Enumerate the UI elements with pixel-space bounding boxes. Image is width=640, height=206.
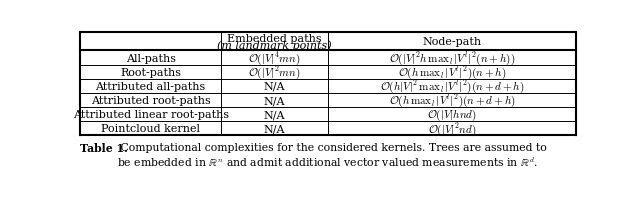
Text: N/A: N/A — [264, 81, 285, 91]
Text: Table 1.: Table 1. — [80, 142, 128, 153]
Text: $\mathcal{O}(|V|^4mn)$: $\mathcal{O}(|V|^4mn)$ — [248, 50, 301, 67]
Text: Root-paths: Root-paths — [120, 67, 181, 77]
Text: All-paths: All-paths — [125, 53, 175, 63]
Text: Computational complexities for the considered kernels. Trees are assumed to
be e: Computational complexities for the consi… — [117, 142, 547, 168]
Text: (m landmark points): (m landmark points) — [218, 40, 332, 51]
Text: $\mathcal{O}(h\,\mathrm{max}_l\,|V^l|^2)(n+h)$: $\mathcal{O}(h\,\mathrm{max}_l\,|V^l|^2)… — [397, 64, 506, 81]
Text: $\mathcal{O}(|V|hnd)$: $\mathcal{O}(|V|hnd)$ — [427, 107, 477, 122]
Text: Pointcloud kernel: Pointcloud kernel — [101, 124, 200, 134]
Text: N/A: N/A — [264, 110, 285, 120]
Text: $\mathcal{O}(h\,\mathrm{max}_l\,|V^l|^2)(n+d+h)$: $\mathcal{O}(h\,\mathrm{max}_l\,|V^l|^2)… — [388, 92, 515, 109]
Text: $\mathcal{O}(|V|^2nd)$: $\mathcal{O}(|V|^2nd)$ — [428, 120, 476, 137]
Text: Attributed linear root-paths: Attributed linear root-paths — [72, 110, 228, 120]
Text: N/A: N/A — [264, 124, 285, 134]
Text: N/A: N/A — [264, 96, 285, 105]
Text: Node-path: Node-path — [422, 37, 481, 47]
Text: $\mathcal{O}(|V|^2mn)$: $\mathcal{O}(|V|^2mn)$ — [248, 64, 301, 81]
Text: Embedded paths: Embedded paths — [227, 33, 322, 43]
Text: Attributed all-paths: Attributed all-paths — [95, 81, 206, 91]
Text: $\mathcal{O}(h|V|^2\,\mathrm{max}_l\,|V^l|^2)(n+d+h)$: $\mathcal{O}(h|V|^2\,\mathrm{max}_l\,|V^… — [380, 78, 524, 95]
Text: $\mathcal{O}(|V|^2h\,\mathrm{max}_l\,|V^l|^2(n+h))$: $\mathcal{O}(|V|^2h\,\mathrm{max}_l\,|V^… — [389, 50, 515, 67]
Text: Attributed root-paths: Attributed root-paths — [91, 96, 211, 105]
